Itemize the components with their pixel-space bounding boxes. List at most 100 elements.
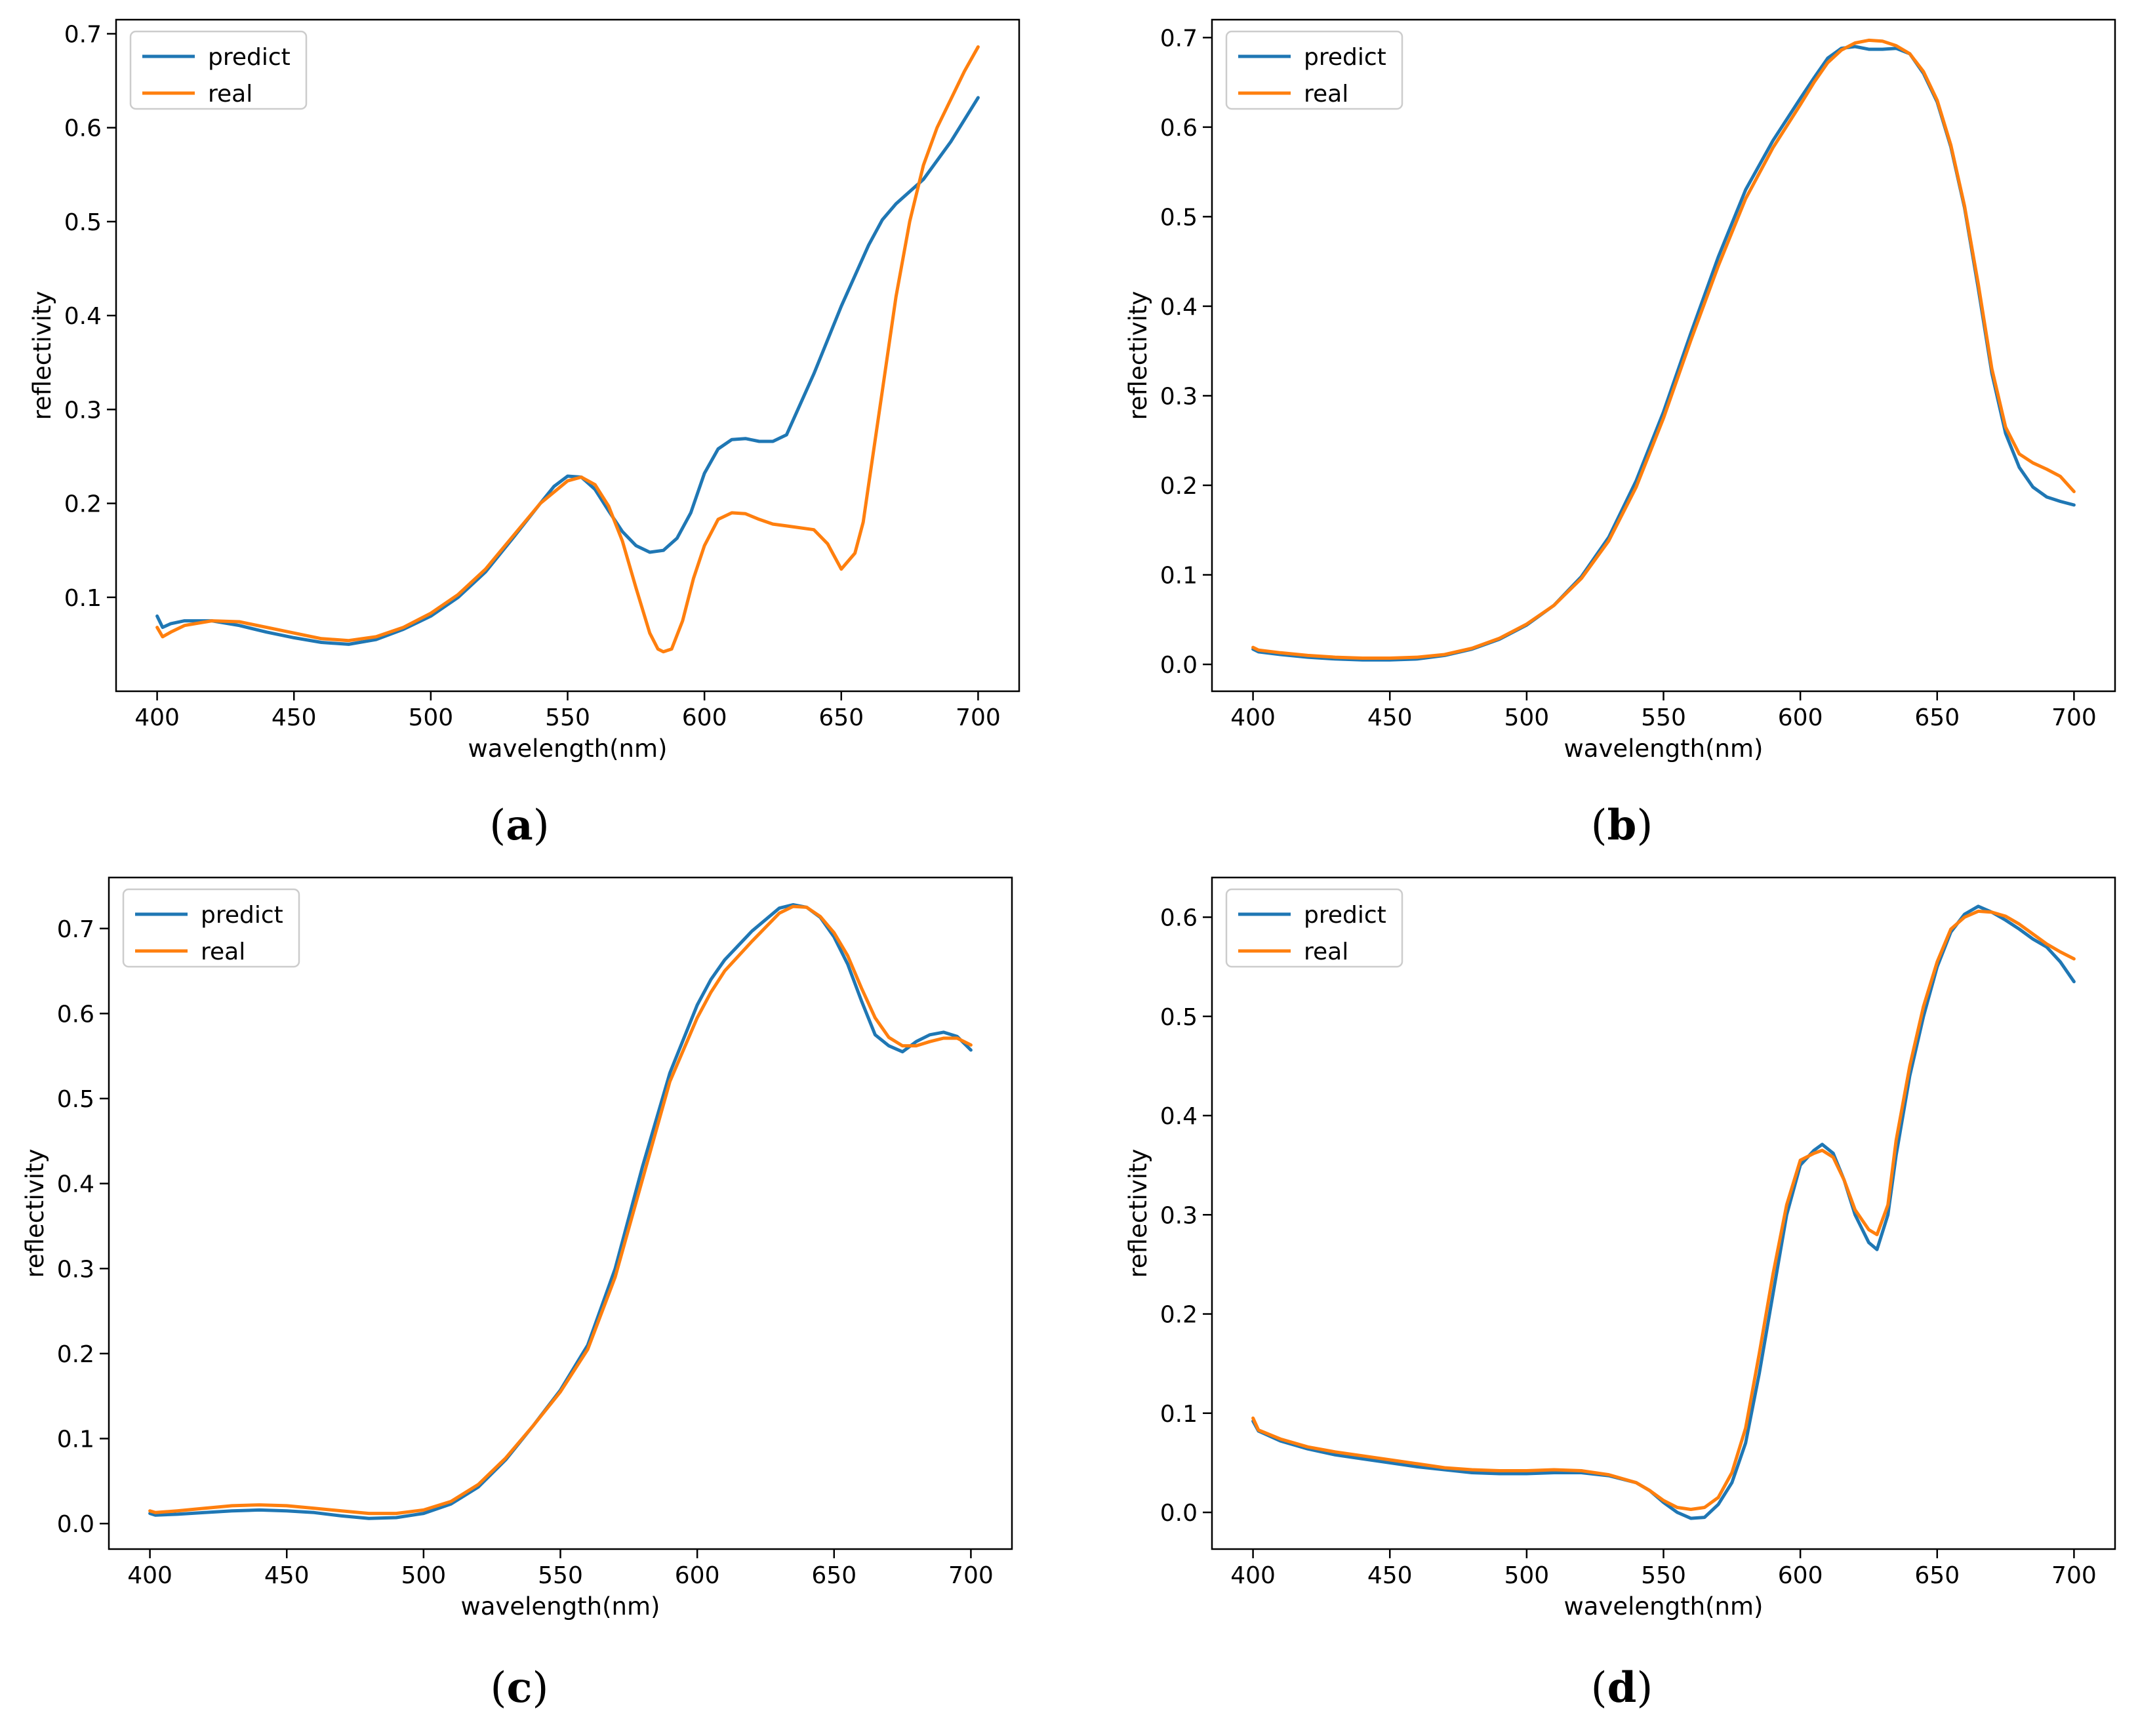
- x-tick-label: 700: [2051, 1562, 2097, 1589]
- y-tick-label: 0.5: [57, 1086, 94, 1113]
- x-tick-label: 500: [1504, 1562, 1550, 1589]
- x-tick-label: 550: [538, 1562, 583, 1589]
- x-tick-label: 450: [264, 1562, 310, 1589]
- y-tick-label: 0.3: [57, 1256, 94, 1283]
- y-tick-label: 0.4: [1160, 294, 1198, 321]
- y-axis-label: reflectivity: [1124, 1149, 1152, 1278]
- y-tick-label: 0.4: [57, 1171, 94, 1198]
- series-line-real: [1251, 909, 2076, 1511]
- y-tick-label: 0.7: [64, 21, 102, 48]
- y-tick-label: 0.2: [57, 1341, 94, 1368]
- axes-frame: [115, 18, 1020, 693]
- x-tick-label: 500: [409, 704, 454, 731]
- y-tick-label: 0.6: [57, 1001, 94, 1028]
- x-tick-label: 700: [956, 704, 1001, 731]
- y-tick-label: 0.7: [1160, 25, 1198, 52]
- legend: predict real: [1225, 30, 1403, 110]
- y-tick-label: 0.0: [1160, 652, 1198, 679]
- axes-frame: [1211, 876, 2116, 1550]
- chart-panel-d: 400 450 500 550 600 650 700 0.0 0.1 0.2 0.3 0.4 0.5 0…: [1124, 876, 2116, 1621]
- legend: predict real: [1225, 888, 1403, 968]
- series-line-real: [155, 45, 980, 654]
- x-tick-label: 400: [1230, 704, 1276, 731]
- panel-caption: (a): [489, 801, 549, 850]
- y-axis-label: reflectivity: [1124, 291, 1152, 420]
- y-tick-label: 0.4: [1160, 1103, 1198, 1130]
- x-axis-label: wavelength(nm): [468, 735, 668, 763]
- panel-caption: (d): [1591, 1663, 1653, 1712]
- axes-frame: [108, 876, 1013, 1550]
- y-tick-label: 0.2: [1160, 473, 1198, 500]
- x-tick-label: 550: [545, 704, 590, 731]
- y-tick-label: 0.1: [1160, 1401, 1198, 1428]
- x-tick-label: 400: [134, 704, 180, 731]
- legend-label-real: real: [1304, 81, 1348, 108]
- legend-label-predict: predict: [201, 902, 283, 929]
- chart-panel-c: 400 450 500 550 600 650 700 0.0 0.1 0.2 0.3 0.4 0.5 0…: [21, 876, 1013, 1621]
- x-tick-label: 550: [1641, 1562, 1686, 1589]
- series-line-predict: [1251, 904, 2076, 1520]
- x-axis-label: wavelength(nm): [1564, 1592, 1764, 1621]
- chart-panel-b: 400 450 500 550 600 650 700 0.0 0.1 0.2 0.3 0.4 0.5 0…: [1124, 18, 2116, 763]
- legend-box: [1225, 30, 1403, 110]
- legend-label-predict: predict: [1304, 44, 1386, 71]
- y-tick-label: 0.6: [1160, 905, 1198, 932]
- panel-caption: (b): [1591, 801, 1653, 850]
- x-tick-label: 700: [948, 1562, 994, 1589]
- x-tick-label: 650: [818, 704, 864, 731]
- x-tick-label: 450: [1367, 704, 1413, 731]
- legend-label-predict: predict: [1304, 902, 1386, 929]
- legend-box: [129, 30, 308, 110]
- legend: predict real: [129, 30, 308, 110]
- y-tick-label: 0.5: [1160, 204, 1198, 231]
- y-tick-label: 0.5: [1160, 1004, 1198, 1031]
- series-line-predict: [148, 903, 973, 1520]
- y-tick-label: 0.4: [64, 303, 102, 330]
- x-tick-label: 550: [1641, 704, 1686, 731]
- y-tick-label: 0.7: [57, 916, 94, 943]
- x-tick-label: 400: [1230, 1562, 1276, 1589]
- x-tick-label: 400: [127, 1562, 172, 1589]
- y-tick-label: 0.0: [57, 1511, 94, 1538]
- legend-box: [1225, 888, 1403, 968]
- series-line-predict: [1251, 45, 2076, 662]
- axes-frame: [1211, 18, 2116, 693]
- x-tick-label: 450: [1367, 1562, 1413, 1589]
- series-line-real: [1251, 38, 2076, 660]
- x-tick-label: 500: [1504, 704, 1550, 731]
- x-tick-label: 600: [682, 704, 727, 731]
- y-tick-label: 0.1: [1160, 563, 1198, 590]
- y-tick-label: 0.6: [64, 115, 102, 142]
- y-tick-label: 0.5: [64, 209, 102, 236]
- x-tick-label: 650: [1914, 704, 1960, 731]
- x-tick-label: 600: [1778, 1562, 1823, 1589]
- legend: predict real: [122, 888, 300, 968]
- legend-label-real: real: [1304, 939, 1348, 965]
- legend-label-real: real: [201, 939, 245, 965]
- x-tick-label: 650: [811, 1562, 857, 1589]
- legend-label-real: real: [208, 81, 252, 108]
- x-tick-label: 600: [675, 1562, 720, 1589]
- y-axis-label: reflectivity: [21, 1149, 49, 1278]
- x-tick-label: 500: [401, 1562, 447, 1589]
- y-tick-label: 0.2: [1160, 1302, 1198, 1329]
- y-tick-label: 0.1: [64, 585, 102, 612]
- y-tick-label: 0.6: [1160, 115, 1198, 142]
- x-tick-label: 700: [2051, 704, 2097, 731]
- legend-box: [122, 888, 300, 968]
- legend-label-predict: predict: [208, 44, 291, 71]
- x-axis-label: wavelength(nm): [461, 1592, 660, 1621]
- y-tick-label: 0.3: [64, 397, 102, 424]
- x-tick-label: 450: [272, 704, 317, 731]
- y-tick-label: 0.3: [1160, 1202, 1198, 1229]
- series-line-real: [148, 904, 973, 1516]
- chart-panel-a: 400 450 500 550 600 650 700 0.1 0.2 0.3 0.4 0.5 0.6 0…: [28, 18, 1020, 763]
- panel-caption: (c): [491, 1663, 549, 1712]
- x-axis-label: wavelength(nm): [1564, 735, 1764, 763]
- y-tick-label: 0.0: [1160, 1500, 1198, 1527]
- y-axis-label: reflectivity: [28, 291, 56, 420]
- x-tick-label: 600: [1778, 704, 1823, 731]
- x-tick-label: 650: [1914, 1562, 1960, 1589]
- y-tick-label: 0.3: [1160, 383, 1198, 410]
